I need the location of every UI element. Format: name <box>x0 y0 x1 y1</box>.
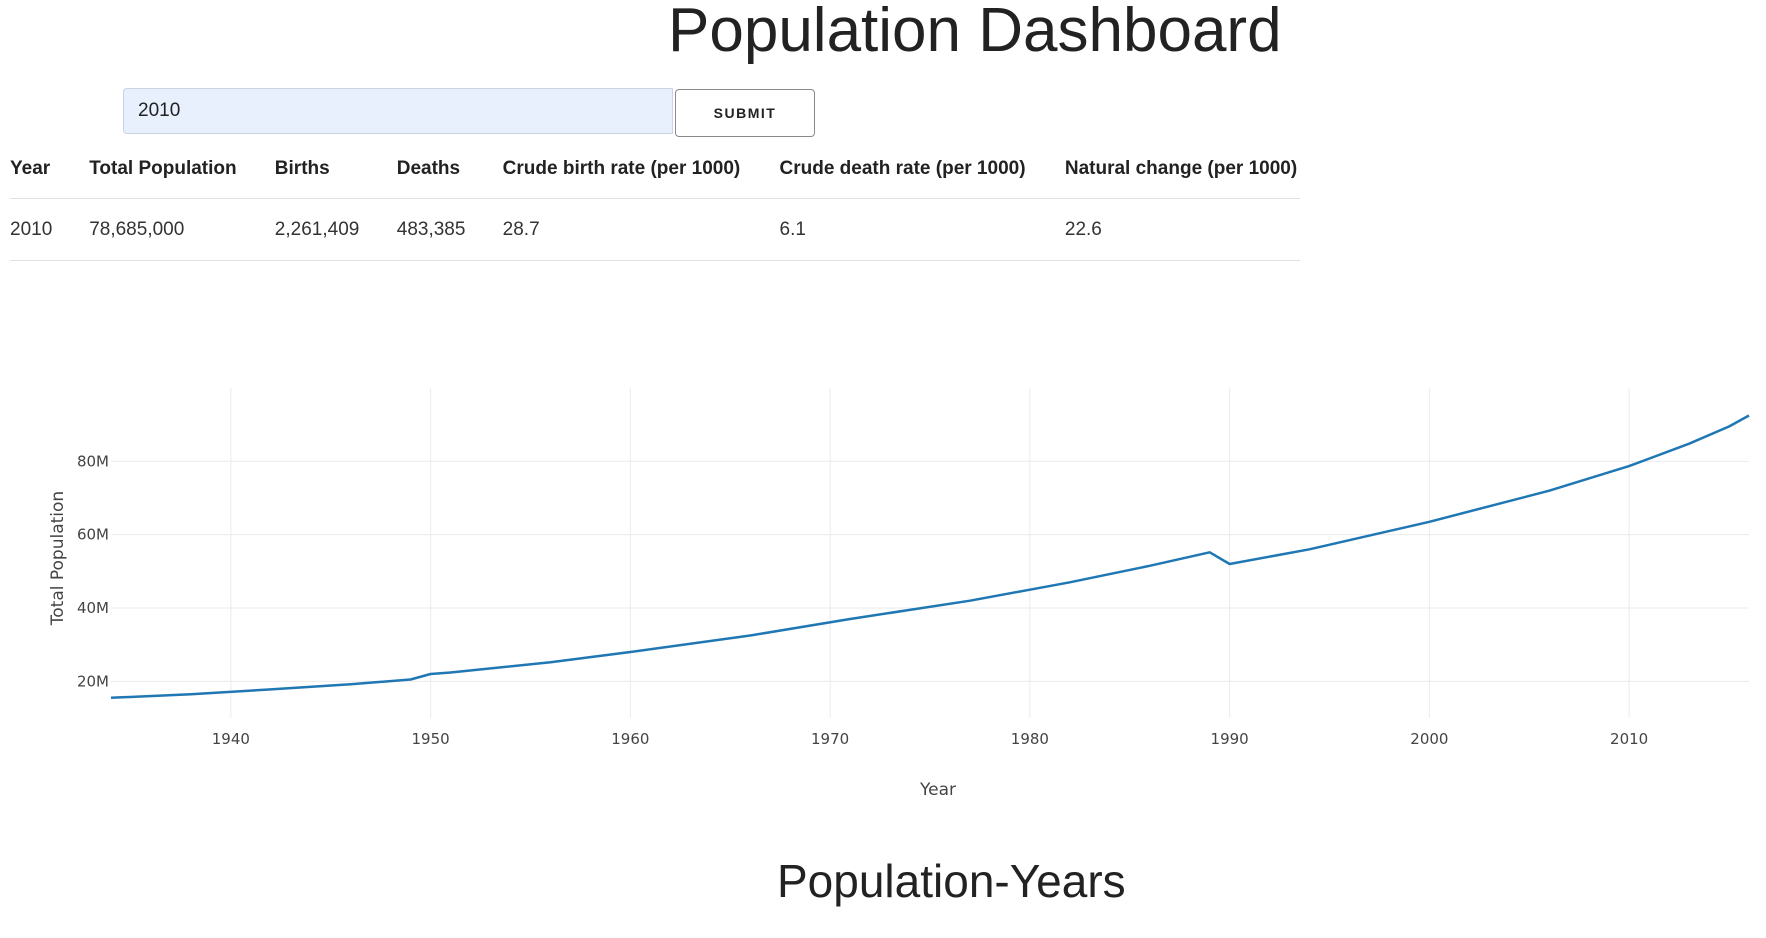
cell-natural-change: 22.6 <box>1064 198 1300 261</box>
year-input[interactable] <box>123 88 673 134</box>
chart-title: Population-Years <box>777 855 1126 907</box>
y-tick-label: 20M <box>77 672 109 690</box>
cell-deaths: 483,385 <box>396 198 503 261</box>
x-tick-label: 2010 <box>1610 730 1648 748</box>
x-tick-label: 1970 <box>811 730 849 748</box>
x-axis-title: Year <box>919 780 956 800</box>
chart-lines <box>110 414 1750 700</box>
table-row: 2010 78,685,000 2,261,409 483,385 28.7 6… <box>10 198 1300 261</box>
cell-total-population: 78,685,000 <box>89 198 275 261</box>
cell-crude-birth-rate: 28.7 <box>502 198 780 261</box>
population-series-line <box>110 414 1750 700</box>
chart-ticks: 1940 1950 1960 1970 1980 1990 2000 2010 20M 40M 60… <box>77 452 1648 748</box>
x-tick-label: 1950 <box>412 730 450 748</box>
population-line-chart: 1940 1950 1960 1970 1980 1990 2000 2010 20M 40M 60… <box>48 388 1750 800</box>
column-header-year: Year <box>10 140 90 199</box>
y-tick-label: 80M <box>77 452 109 470</box>
column-header-births: Births <box>274 140 397 199</box>
cell-crude-death-rate: 6.1 <box>779 198 1065 261</box>
chart-grid <box>111 388 1749 718</box>
column-header-crude-birth-rate: Crude birth rate (per 1000) <box>502 140 780 199</box>
y-tick-label: 60M <box>77 526 109 544</box>
column-header-deaths: Deaths <box>396 140 503 199</box>
x-tick-label: 1960 <box>611 730 649 748</box>
x-tick-label: 1990 <box>1211 730 1249 748</box>
page-title: Population Dashboard <box>668 0 1282 65</box>
y-tick-label: 40M <box>77 599 109 617</box>
submit-button[interactable]: SUBMIT <box>675 89 815 137</box>
x-tick-label: 1980 <box>1011 730 1049 748</box>
table-header-row: Year Total Population Births Deaths Crud… <box>10 140 1300 199</box>
y-axis-title: Total Population <box>48 491 68 626</box>
column-header-crude-death-rate: Crude death rate (per 1000) <box>779 140 1065 199</box>
x-tick-label: 1940 <box>212 730 250 748</box>
cell-year: 2010 <box>10 198 90 261</box>
cell-births: 2,261,409 <box>274 198 397 261</box>
column-header-total-population: Total Population <box>89 140 275 199</box>
stats-table: Year Total Population Births Deaths Crud… <box>10 140 1300 261</box>
x-tick-label: 2000 <box>1410 730 1448 748</box>
column-header-natural-change: Natural change (per 1000) <box>1064 140 1300 199</box>
